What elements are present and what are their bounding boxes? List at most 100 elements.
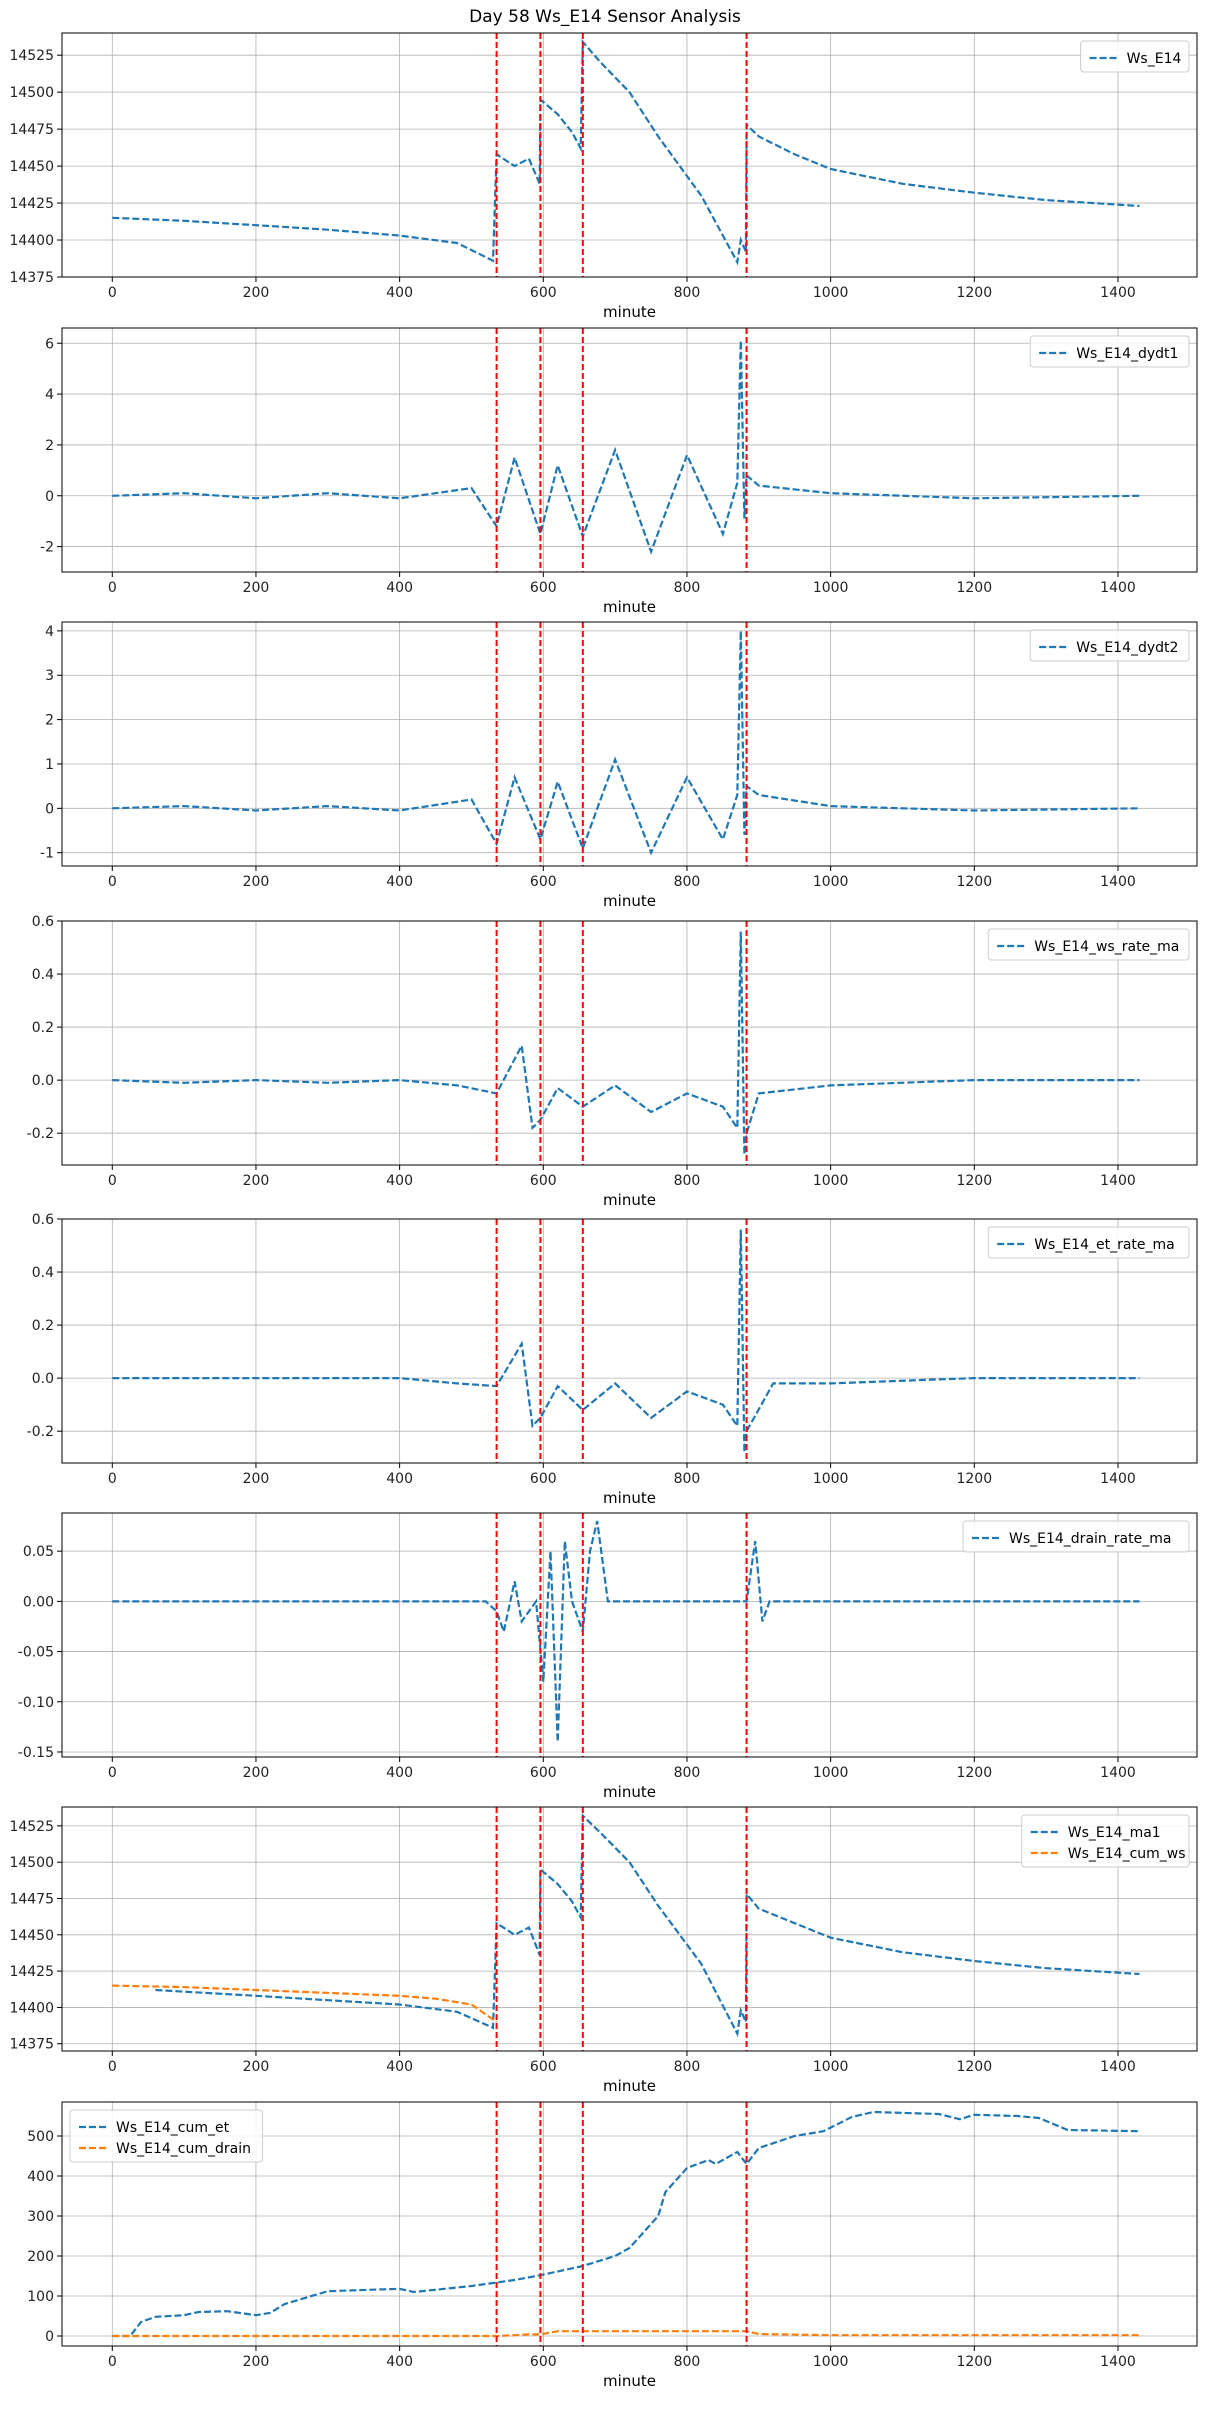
y-tick-label: 14425 [9, 1964, 54, 1980]
x-axis-label: minute [603, 2372, 656, 2390]
y-tick-label: -0.15 [18, 1745, 54, 1761]
x-tick-label: 600 [530, 1173, 557, 1189]
x-tick-label: 600 [530, 874, 557, 890]
y-tick-label: 14400 [9, 233, 54, 249]
y-tick-label: 14500 [9, 1855, 54, 1871]
series-line-Ws_E14_drain_rate_ma [112, 1520, 1140, 1742]
y-tick-label: 0 [45, 801, 54, 817]
x-axis-label: minute [603, 598, 656, 616]
y-tick-label: 14525 [9, 1819, 54, 1835]
y-tick-label: 3 [45, 668, 54, 684]
x-tick-label: 1000 [813, 1765, 849, 1781]
legend-label: Ws_E14_cum_drain [116, 2141, 251, 2157]
axes-frame [61, 1218, 1198, 1464]
legend-box [987, 928, 1190, 961]
y-tick-label: 200 [27, 2249, 54, 2265]
x-axis-label: minute [603, 2077, 656, 2095]
x-tick-label: 1400 [1100, 2059, 1136, 2075]
x-tick-label: 200 [243, 1173, 270, 1189]
y-tick-label: -0.10 [18, 1695, 54, 1711]
axes-frame [61, 621, 1198, 867]
series-line-Ws_E14_cum_et [112, 2110, 1140, 2338]
x-tick-label: 0 [108, 874, 117, 890]
x-tick-label: 0 [108, 2059, 117, 2075]
y-tick-label: 2 [45, 438, 54, 454]
y-tick-label: 14400 [9, 2000, 54, 2016]
y-tick-label: 0.6 [32, 1212, 54, 1228]
y-tick-label: 4 [45, 624, 54, 640]
legend-box [69, 2109, 263, 2163]
y-tick-label: 100 [27, 2289, 54, 2305]
legend-label: Ws_E14_ma1 [1068, 1825, 1161, 1841]
y-tick-label: 0.05 [23, 1544, 54, 1560]
x-tick-label: 400 [386, 1765, 413, 1781]
axes-frame [61, 2101, 1198, 2347]
x-tick-label: 800 [674, 285, 701, 301]
y-tick-label: -0.2 [27, 1126, 54, 1142]
x-tick-label: 1200 [956, 874, 992, 890]
legend-box [1029, 629, 1190, 662]
x-tick-label: 1000 [813, 1471, 849, 1487]
x-tick-label: 200 [243, 874, 270, 890]
x-tick-label: 400 [386, 285, 413, 301]
legend: Ws_E14_cum_et Ws_E14_cum_drain [69, 2109, 263, 2163]
x-axis-label: minute [603, 1191, 656, 1209]
x-tick-label: 0 [108, 1471, 117, 1487]
y-tick-label: 14525 [9, 48, 54, 64]
x-tick-label: 1200 [956, 285, 992, 301]
x-tick-label: 800 [674, 1173, 701, 1189]
x-tick-label: 200 [243, 2059, 270, 2075]
legend: Ws_E14_dydt1 [1029, 335, 1190, 368]
y-tick-label: 0.4 [32, 967, 54, 983]
y-tick-label: 14375 [9, 270, 54, 286]
y-tick-label: 0.0 [32, 1371, 54, 1387]
y-tick-label: -2 [40, 540, 54, 556]
legend-label: Ws_E14_ws_rate_ma [1034, 939, 1179, 955]
x-tick-label: 400 [386, 1471, 413, 1487]
x-tick-label: 1400 [1100, 1765, 1136, 1781]
legend-label: Ws_E14_et_rate_ma [1034, 1237, 1175, 1253]
y-tick-label: 14375 [9, 2037, 54, 2053]
legend: Ws_E14_drain_rate_ma [962, 1520, 1190, 1553]
figure-title: Day 58 Ws_E14 Sensor Analysis [469, 7, 741, 27]
axes-frame [61, 32, 1198, 278]
y-tick-label: 0.2 [32, 1020, 54, 1036]
x-tick-label: 400 [386, 2354, 413, 2370]
y-tick-label: 14475 [9, 122, 54, 138]
x-tick-label: 800 [674, 2354, 701, 2370]
x-tick-label: 400 [386, 2059, 413, 2075]
x-tick-label: 0 [108, 1173, 117, 1189]
y-tick-label: 0.2 [32, 1318, 54, 1334]
x-tick-label: 1200 [956, 580, 992, 596]
x-axis-label: minute [603, 303, 656, 321]
x-tick-label: 1400 [1100, 1173, 1136, 1189]
x-tick-label: 1000 [813, 874, 849, 890]
x-tick-label: 400 [386, 874, 413, 890]
legend-label: Ws_E14_dydt2 [1076, 640, 1178, 656]
legend-box [962, 1520, 1190, 1553]
y-tick-label: 14475 [9, 1892, 54, 1908]
x-tick-label: 1200 [956, 2059, 992, 2075]
legend: Ws_E14_ws_rate_ma [987, 928, 1190, 961]
series-line-Ws_E14 [112, 39, 1140, 266]
y-tick-label: -1 [40, 846, 54, 862]
y-tick-label: 14450 [9, 1928, 54, 1944]
legend-label: Ws_E14_cum_et [116, 2120, 230, 2136]
chart-panel-1: 0 200 400 600 800 1000 1200 1400 14375 14400 14425… [9, 32, 1198, 321]
x-tick-label: 200 [243, 285, 270, 301]
chart-panel-4: 0 200 400 600 800 1000 1200 1400 -0.2 0.0 0.2 0.4 0.… [27, 914, 1198, 1209]
y-tick-label: 300 [27, 2209, 54, 2225]
x-tick-label: 200 [243, 2354, 270, 2370]
x-axis-label: minute [603, 892, 656, 910]
x-tick-label: 1400 [1100, 285, 1136, 301]
axes-frame [61, 327, 1198, 573]
x-tick-label: 1000 [813, 285, 849, 301]
chart-panel-3: 0 200 400 600 800 1000 1200 1400 -1 0 1 2 3 4 minute Ws… [40, 621, 1198, 910]
x-tick-label: 400 [386, 1173, 413, 1189]
x-tick-label: 0 [108, 2354, 117, 2370]
x-tick-label: 600 [530, 2354, 557, 2370]
x-tick-label: 1000 [813, 1173, 849, 1189]
chart-panel-8: 0 200 400 600 800 1000 1200 1400 0 100 200 300 400 50… [27, 2101, 1198, 2390]
x-tick-label: 1400 [1100, 874, 1136, 890]
